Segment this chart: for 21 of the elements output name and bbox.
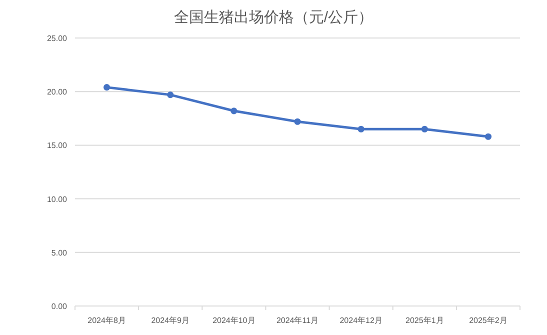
x-tick-label: 2024年10月 bbox=[212, 316, 256, 325]
x-tick-label: 2025年2月 bbox=[469, 316, 508, 325]
point bbox=[230, 108, 238, 114]
y-tick-label: 0.00 bbox=[51, 302, 68, 311]
point bbox=[421, 126, 428, 132]
point bbox=[103, 84, 110, 91]
point bbox=[167, 92, 174, 98]
y-tick-label: 10.00 bbox=[46, 194, 68, 204]
x-tick-label: 2024年12月 bbox=[340, 316, 382, 325]
x-tick-label: 2025年1月 bbox=[406, 316, 444, 325]
point bbox=[484, 133, 492, 140]
x-tick-label: 2024年8月 bbox=[88, 316, 126, 325]
y-tick-label: 25.00 bbox=[46, 34, 68, 43]
x-tick-label: 2024年9月 bbox=[151, 316, 190, 325]
x-tick-label: 2024年11月 bbox=[276, 316, 319, 325]
y-tick-label: 15.00 bbox=[46, 141, 68, 150]
y-tick-label: 20.00 bbox=[46, 88, 68, 97]
point bbox=[294, 118, 301, 125]
y-tick-label: 5.00 bbox=[51, 248, 68, 258]
chart-title: 全国生猪出场价格（元/公斤） bbox=[174, 9, 374, 26]
point bbox=[358, 126, 364, 132]
